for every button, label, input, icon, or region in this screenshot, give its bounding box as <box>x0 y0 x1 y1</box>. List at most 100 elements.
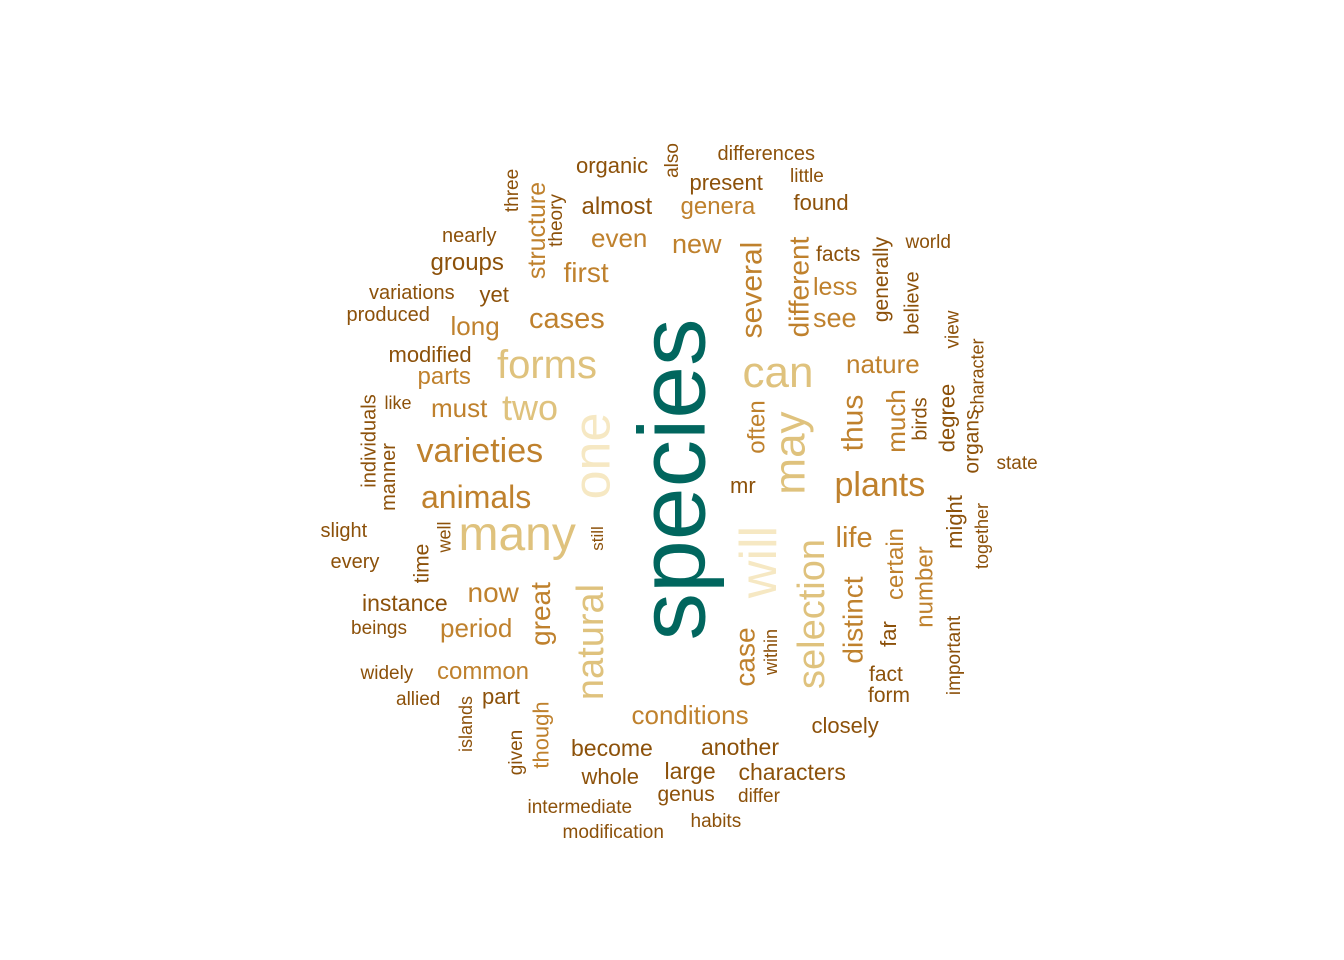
word-cases: cases <box>529 302 605 335</box>
word-facts: facts <box>816 242 861 266</box>
word-part: part <box>482 684 520 709</box>
word-animals: animals <box>421 479 532 515</box>
word-mr: mr <box>730 473 756 498</box>
word-organic: organic <box>576 153 649 178</box>
word-though: though <box>528 701 554 769</box>
word-species: species <box>619 317 726 641</box>
word-produced: produced <box>346 304 430 326</box>
word-yet: yet <box>479 282 509 307</box>
word-distinct: distinct <box>837 576 869 664</box>
word-together: together <box>972 502 993 570</box>
word-nearly: nearly <box>442 225 497 247</box>
word-first: first <box>563 257 609 288</box>
word-also: also <box>661 142 683 178</box>
word-state: state <box>996 452 1038 474</box>
word-instance: instance <box>362 589 448 616</box>
word-thus: thus <box>835 394 869 452</box>
word-plants: plants <box>834 466 926 504</box>
word-given: given <box>505 729 527 775</box>
word-certain: certain <box>882 527 910 601</box>
word-common: common <box>437 658 530 685</box>
word-slight: slight <box>320 520 368 542</box>
word-form: form <box>868 683 910 707</box>
word-still: still <box>587 525 607 551</box>
word-become: become <box>571 734 653 761</box>
word-found: found <box>793 190 849 215</box>
word-degree: degree <box>933 383 959 453</box>
word-even: even <box>591 223 648 253</box>
word-long: long <box>450 311 500 341</box>
word-modified: modified <box>388 342 472 367</box>
word-manner: manner <box>377 443 400 511</box>
word-character: character <box>967 338 988 414</box>
word-number: number <box>911 546 939 628</box>
word-three: three <box>501 168 523 212</box>
word-intermediate: intermediate <box>527 796 633 818</box>
word-varieties: varieties <box>416 432 544 470</box>
word-islands: islands <box>456 695 477 753</box>
word-often: often <box>743 400 771 454</box>
word-time: time <box>410 543 434 583</box>
word-forms: forms <box>497 343 597 387</box>
word-must: must <box>431 393 488 423</box>
word-whole: whole <box>581 764 639 789</box>
word-organs: organs <box>960 408 984 474</box>
word-fact: fact <box>869 662 903 686</box>
word-widely: widely <box>360 662 414 684</box>
word-genera: genera <box>680 193 756 220</box>
word-groups: groups <box>430 249 504 276</box>
word-variations: variations <box>369 282 455 304</box>
word-differ: differ <box>738 785 780 807</box>
word-important: important <box>943 615 965 695</box>
word-great: great <box>524 582 556 646</box>
word-conditions: conditions <box>631 700 749 730</box>
word-parts: parts <box>417 363 471 390</box>
word-individuals: individuals <box>358 394 381 488</box>
word-new: new <box>672 228 722 259</box>
word-nature: nature <box>846 349 920 379</box>
word-almost: almost <box>581 193 653 220</box>
word-view: view <box>942 309 964 349</box>
word-beings: beings <box>351 617 407 639</box>
word-much: much <box>880 389 911 453</box>
word-might: might <box>941 495 967 549</box>
word-natural: natural <box>570 583 613 701</box>
word-selection: selection <box>790 539 833 689</box>
word-well: well <box>434 521 455 553</box>
word-within: within <box>761 628 782 676</box>
word-far: far <box>875 621 901 647</box>
word-allied: allied <box>396 688 441 710</box>
word-theory: theory <box>545 193 567 247</box>
word-modification: modification <box>562 821 664 843</box>
word-characters: characters <box>738 758 846 785</box>
word-life: life <box>835 521 873 554</box>
word-believe: believe <box>901 271 924 335</box>
word-may: may <box>765 411 815 495</box>
word-present: present <box>689 170 763 195</box>
word-less: less <box>813 272 858 301</box>
word-will: will <box>730 525 789 599</box>
word-several: several <box>734 241 768 339</box>
word-genus: genus <box>657 782 715 806</box>
word-different: different <box>782 236 814 338</box>
word-every: every <box>330 551 380 573</box>
word-one: one <box>562 412 621 500</box>
word-differences: differences <box>717 143 815 165</box>
word-generally: generally <box>869 236 893 322</box>
word-like: like <box>384 393 412 413</box>
word-two: two <box>502 387 559 428</box>
word-birds: birds <box>909 397 932 441</box>
word-case: case <box>729 627 761 687</box>
word-can: can <box>742 348 814 397</box>
word-habits: habits <box>690 810 742 832</box>
word-large: large <box>664 757 716 784</box>
word-many: many <box>458 508 576 561</box>
word-closely: closely <box>811 713 879 738</box>
word-little: little <box>790 165 824 187</box>
word-period: period <box>440 613 513 643</box>
word-now: now <box>467 577 519 608</box>
word-see: see <box>813 302 857 333</box>
word-another: another <box>701 733 780 760</box>
